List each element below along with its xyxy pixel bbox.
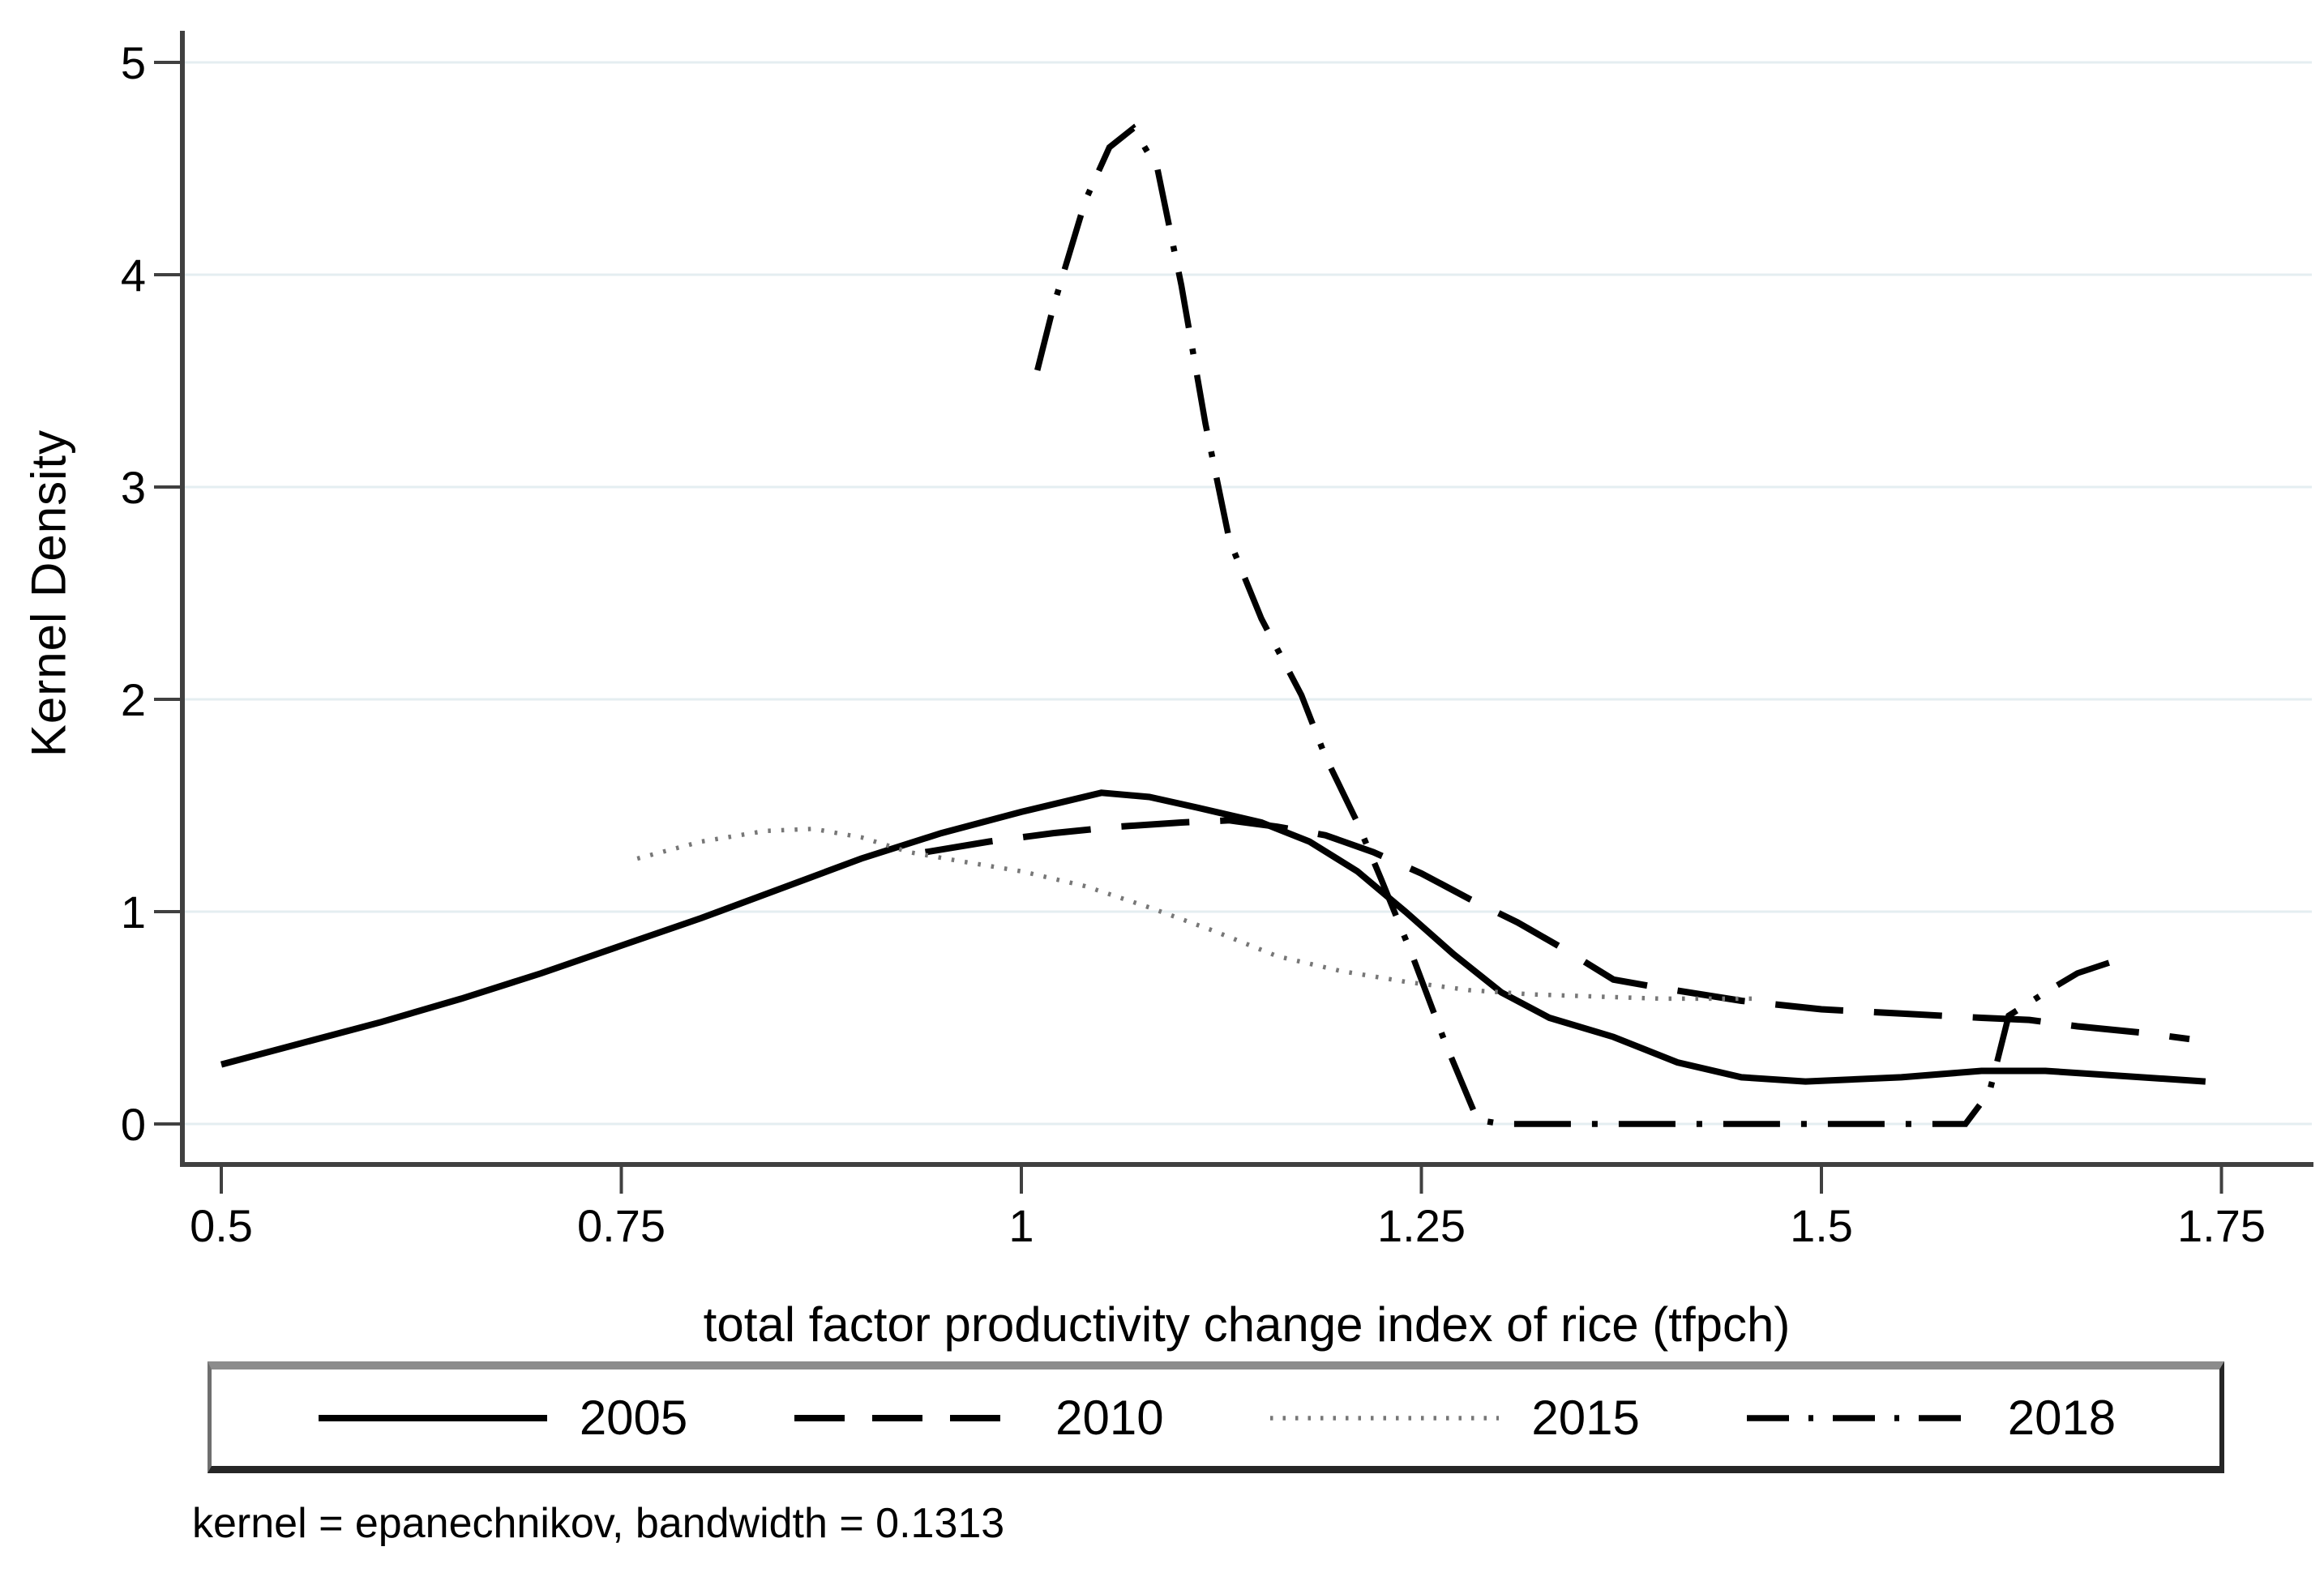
legend-label-2015: 2015 bbox=[1531, 1390, 1640, 1445]
kernel-bandwidth-note: kernel = epanechnikov, bandwidth = 0.131… bbox=[192, 1500, 1005, 1547]
legend-label-2005: 2005 bbox=[579, 1390, 688, 1445]
legend-line-sample-dotted bbox=[1270, 1415, 1500, 1421]
x-axis-title: total factor productivity change index o… bbox=[703, 1297, 1791, 1352]
x-tick-label-0.5: 0.5 bbox=[190, 1200, 253, 1251]
legend-line-sample-dash-dot bbox=[1746, 1414, 1975, 1421]
x-tick-label-1.25: 1.25 bbox=[1377, 1200, 1466, 1251]
x-tick-label-1: 1 bbox=[1008, 1200, 1034, 1251]
y-tick-label-5: 5 bbox=[121, 37, 146, 88]
y-tick-label-1: 1 bbox=[121, 887, 146, 938]
series-line-2015 bbox=[636, 827, 1757, 1002]
y-axis-title: Kernel Density bbox=[21, 429, 76, 758]
x-tick-label-0.75: 0.75 bbox=[577, 1200, 666, 1251]
x-tick-label-1.75: 1.75 bbox=[2177, 1200, 2266, 1251]
y-tick-label-3: 3 bbox=[121, 462, 146, 513]
y-tick-label-2: 2 bbox=[121, 674, 146, 725]
legend-item-2005: 2005 bbox=[315, 1390, 688, 1445]
y-tick-label-4: 4 bbox=[121, 250, 146, 301]
legend-label-2010: 2010 bbox=[1055, 1390, 1164, 1445]
series-line-2010 bbox=[924, 817, 2190, 1043]
legend-item-2010: 2010 bbox=[791, 1390, 1164, 1445]
series-line-2005 bbox=[220, 789, 2206, 1085]
series-line-2018 bbox=[1034, 123, 2111, 1127]
x-tick-label-1.5: 1.5 bbox=[1790, 1200, 1853, 1251]
legend-label-2018: 2018 bbox=[2007, 1390, 2116, 1445]
legend-box: 2005 2010 2015 2018 bbox=[208, 1361, 2224, 1473]
legend-item-2015: 2015 bbox=[1267, 1390, 1640, 1445]
legend-line-sample-solid bbox=[318, 1414, 547, 1421]
y-tick-label-0: 0 bbox=[121, 1099, 146, 1150]
legend-item-2018: 2018 bbox=[1744, 1390, 2116, 1445]
legend-line-sample-dashed bbox=[794, 1414, 1024, 1421]
